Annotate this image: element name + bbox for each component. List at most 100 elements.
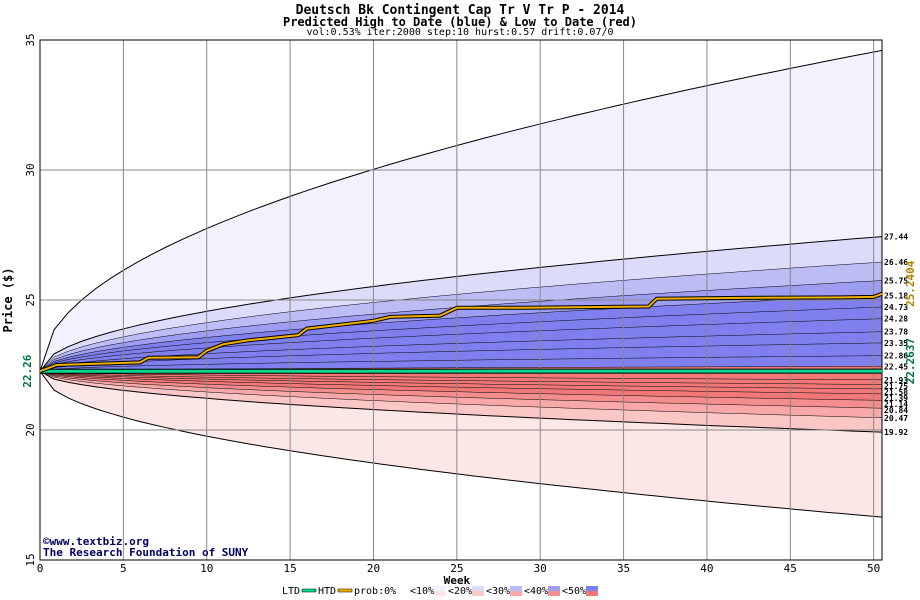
legend-prob-swatch-lower xyxy=(396,591,408,596)
upper-band-6 xyxy=(40,318,882,372)
upper-band-edge-4 xyxy=(39,295,883,372)
upper-band-edge-5 xyxy=(39,306,883,372)
credit-line-2: The Research Foundation of SUNY xyxy=(43,546,249,559)
band-value-label: 20.84 xyxy=(884,406,908,415)
upper-band-edge-2 xyxy=(39,261,883,372)
lower-band-edge-3 xyxy=(39,370,883,409)
lower-band-6 xyxy=(40,371,882,389)
legend-prob-swatch-lower xyxy=(472,591,484,596)
legend-prob-swatch-lower xyxy=(434,591,446,596)
chart-subtitle: Predicted High to Date (blue) & Low to D… xyxy=(282,15,637,29)
legend-prob-swatch-lower xyxy=(586,591,598,596)
lower-band-2 xyxy=(40,371,882,418)
legend-prob-swatch-upper xyxy=(472,586,484,591)
y-tick-label: 30 xyxy=(24,163,37,176)
lower-band-edge-4 xyxy=(39,370,883,401)
band-value-label: 25.75 xyxy=(884,277,908,286)
y-tick-label: 20 xyxy=(24,423,37,436)
lower-band-4 xyxy=(40,371,882,401)
legend-prob-swatch-lower xyxy=(548,591,560,596)
band-value-label: 21.75 xyxy=(884,382,908,391)
upper-band-3 xyxy=(40,280,882,372)
x-tick-label: 15 xyxy=(283,562,296,575)
band-value-label: 22.86 xyxy=(884,352,908,361)
upper-band-edge-8 xyxy=(39,342,883,372)
y-tick-label: 25 xyxy=(24,293,37,306)
htd-end-label: 25.2404 xyxy=(904,260,917,307)
band-value-label: 21.14 xyxy=(884,400,908,409)
legend-ltd-label: LTD xyxy=(282,586,300,597)
start-price-label: 22.26 xyxy=(21,354,34,387)
band-value-label: 24.73 xyxy=(884,303,908,312)
x-tick-label: 20 xyxy=(367,562,380,575)
y-tick-label: 15 xyxy=(24,553,37,566)
htd-line xyxy=(39,292,883,373)
upper-band-7 xyxy=(40,331,882,372)
band-value-label: 22.45 xyxy=(884,362,908,371)
upper-band-5 xyxy=(40,307,882,372)
upper-band-8 xyxy=(40,342,882,372)
lower-band-3 xyxy=(40,371,882,409)
upper-band-edge-1 xyxy=(39,236,883,372)
legend-htd-swatch xyxy=(337,588,353,593)
band-value-label: 27.44 xyxy=(884,233,908,242)
x-tick-label: 35 xyxy=(617,562,630,575)
band-value-label: 19.92 xyxy=(884,428,908,437)
band-value-label: 21.58 xyxy=(884,388,908,397)
band-value-label: 23.35 xyxy=(884,339,908,348)
x-tick-label: 25 xyxy=(450,562,463,575)
legend-prob-label: <40% xyxy=(524,586,548,597)
lower-band-7 xyxy=(40,371,882,385)
lower-band-5 xyxy=(40,371,882,394)
upper-band-edge-9 xyxy=(39,355,883,372)
x-tick-label: 10 xyxy=(200,562,213,575)
lower-band-0 xyxy=(40,371,882,518)
legend-prob-swatch-upper xyxy=(510,586,522,591)
legend-prob-label: <30% xyxy=(486,586,510,597)
upper-band-2 xyxy=(40,262,882,372)
legend-prob-label: <10% xyxy=(410,586,434,597)
lower-band-1 xyxy=(40,371,882,433)
band-value-label: 24.28 xyxy=(884,315,908,324)
upper-band-edge-6 xyxy=(39,318,883,372)
lower-band-edge-8 xyxy=(39,370,883,381)
legend-prob-swatch-upper xyxy=(548,586,560,591)
chart-title: Deutsch Bk Contingent Cap Tr V Tr P - 20… xyxy=(295,3,625,18)
x-tick-label: 0 xyxy=(37,562,44,575)
lower-band-edge-1 xyxy=(39,370,883,433)
y-tick-label: 35 xyxy=(24,33,37,46)
legend-prob-swatch-upper xyxy=(434,586,446,591)
upper-band-edge-7 xyxy=(39,331,883,372)
x-tick-label: 45 xyxy=(784,562,797,575)
legend-prob-label: <50% xyxy=(562,586,586,597)
legend-ltd-swatch xyxy=(301,588,317,593)
plot-frame xyxy=(39,39,883,561)
band-value-label: 25.18 xyxy=(884,291,908,300)
lower-band-edge-7 xyxy=(39,370,883,385)
y-axis-label: Price ($) xyxy=(1,267,15,332)
x-tick-label: 50 xyxy=(867,562,880,575)
legend-prob-swatch-lower xyxy=(510,591,522,596)
lower-band-edge-6 xyxy=(39,370,883,390)
chart-params: vol:0.53% iter:2000 step:10 hurst:0.57 d… xyxy=(306,27,614,38)
credit-line-1: ©www.textbiz.org xyxy=(43,535,149,548)
upper-band-4 xyxy=(40,295,882,372)
lower-band-edge-0 xyxy=(39,370,883,518)
legend-prob-swatch-upper xyxy=(586,586,598,591)
band-value-label: 21.39 xyxy=(884,394,908,403)
band-value-label: 23.78 xyxy=(884,328,908,337)
upper-band-edge-0 xyxy=(39,49,883,372)
band-value-label: 20.47 xyxy=(884,414,908,423)
lower-band-edge-5 xyxy=(39,370,883,395)
ltd-end-label: 22.2637 xyxy=(904,338,917,384)
x-axis-label: Week xyxy=(444,574,471,587)
x-tick-label: 5 xyxy=(120,562,127,575)
x-tick-label: 40 xyxy=(700,562,713,575)
legend-htd-label: HTD xyxy=(318,586,336,597)
upper-band-0 xyxy=(40,50,882,372)
band-value-label: 21.93 xyxy=(884,376,908,385)
lower-band-edge-2 xyxy=(39,370,883,419)
upper-band-1 xyxy=(40,236,882,372)
legend-prob-label: prob:0% xyxy=(354,586,396,597)
